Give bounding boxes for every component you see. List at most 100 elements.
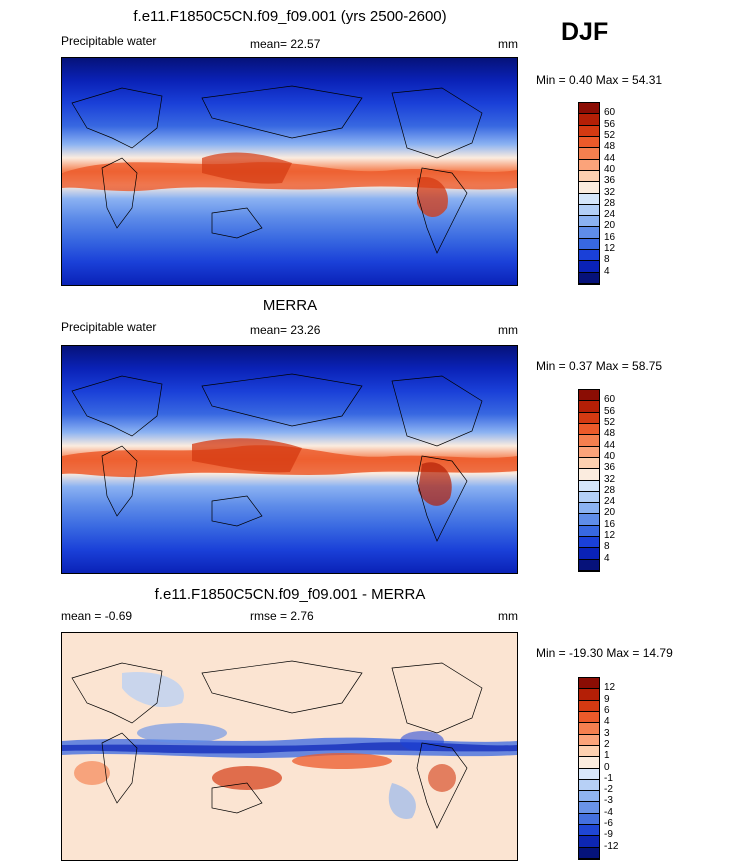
colorbar-swatch xyxy=(579,469,599,481)
colorbar-tick-label: 12 xyxy=(604,530,616,542)
panel-1-map-canvas xyxy=(62,58,517,285)
colorbar-swatch xyxy=(579,401,599,413)
colorbar-swatch xyxy=(579,847,599,859)
colorbar-tick-label: 8 xyxy=(604,541,610,553)
colorbar-swatch xyxy=(579,412,599,424)
colorbar-tick-label: 56 xyxy=(604,118,616,130)
colorbar-swatch xyxy=(579,435,599,447)
colorbar-tick-label: -9 xyxy=(604,829,613,841)
panel-3-title: f.e11.F1850C5CN.f09_f09.001 - MERRA xyxy=(154,586,426,603)
colorbar-swatch xyxy=(579,159,599,171)
panel-3-map-canvas xyxy=(62,633,517,860)
panel-1-map xyxy=(61,57,518,286)
colorbar-swatch xyxy=(579,791,599,803)
colorbar-tick-label: 36 xyxy=(604,175,616,187)
colorbar-tick-label: 44 xyxy=(604,439,616,451)
colorbar-swatch xyxy=(579,678,599,690)
colorbar-tick-label: 16 xyxy=(604,231,616,243)
colorbar-tick-label: 6 xyxy=(604,704,610,716)
panel-1-variable-label: Precipitable water xyxy=(61,34,157,48)
colorbar-swatch xyxy=(579,745,599,758)
colorbar-tick-label: 28 xyxy=(604,484,616,496)
colorbar-tick-label: -3 xyxy=(604,795,613,807)
colorbar-tick-label: 48 xyxy=(604,141,616,153)
colorbar-tick-label: -1 xyxy=(604,772,613,784)
colorbar-swatch xyxy=(579,779,599,792)
colorbar-swatch xyxy=(579,457,599,470)
colorbar-tick-label: 1 xyxy=(604,750,610,762)
colorbar-swatch xyxy=(579,711,599,724)
colorbar-tick-label: 12 xyxy=(604,682,616,694)
colorbar-swatch xyxy=(579,503,599,515)
colorbar-tick-label: -4 xyxy=(604,806,613,818)
colorbar-swatch xyxy=(579,802,599,814)
colorbar-swatch xyxy=(579,114,599,126)
colorbar-swatch xyxy=(579,559,599,571)
panel-1-title: f.e11.F1850C5CN.f09_f09.001 (yrs 2500-26… xyxy=(133,8,447,25)
colorbar-tick-label: 0 xyxy=(604,761,610,773)
panel-1-units: mm xyxy=(498,37,518,51)
colorbar-tick-label: 32 xyxy=(604,473,616,485)
panel-1-mean: mean= 22.57 xyxy=(250,37,321,51)
colorbar-tick-label: -2 xyxy=(604,784,613,796)
colorbar-tick-label: 52 xyxy=(604,129,616,141)
colorbar-swatch xyxy=(579,768,599,780)
colorbar-swatch xyxy=(579,514,599,526)
colorbar-swatch xyxy=(579,227,599,239)
colorbar-swatch xyxy=(579,261,599,273)
colorbar-swatch xyxy=(579,480,599,492)
colorbar-tick-label: 4 xyxy=(604,265,610,277)
colorbar-swatch xyxy=(579,148,599,160)
colorbar-tick-label: 2 xyxy=(604,738,610,750)
colorbar-tick-label: 20 xyxy=(604,220,616,232)
colorbar-tick-label: 8 xyxy=(604,254,610,266)
colorbar-swatch xyxy=(579,125,599,137)
colorbar-tick-label: 28 xyxy=(604,197,616,209)
colorbar-tick-label: 36 xyxy=(604,462,616,474)
panel-2-variable-label: Precipitable water xyxy=(61,320,157,334)
colorbar-swatch xyxy=(579,734,599,746)
colorbar-swatch xyxy=(579,238,599,251)
colorbar-swatch xyxy=(579,723,599,735)
panel-3-colorbar xyxy=(578,677,600,860)
panel-3-minmax: Min = -19.30 Max = 14.79 xyxy=(536,646,673,660)
panel-2-map xyxy=(61,345,518,574)
colorbar-tick-label: 24 xyxy=(604,209,616,221)
colorbar-tick-label: 16 xyxy=(604,518,616,530)
colorbar-tick-label: 32 xyxy=(604,186,616,198)
colorbar-tick-label: 3 xyxy=(604,727,610,739)
colorbar-tick-label: 20 xyxy=(604,507,616,519)
colorbar-tick-label: 60 xyxy=(604,107,616,119)
colorbar-swatch xyxy=(579,204,599,217)
colorbar-tick-label: 56 xyxy=(604,405,616,417)
panel-3-mean: mean = -0.69 xyxy=(61,609,133,623)
colorbar-swatch xyxy=(579,813,599,826)
colorbar-tick-label: 4 xyxy=(604,552,610,564)
season-label: DJF xyxy=(561,18,609,46)
colorbar-tick-label: 48 xyxy=(604,428,616,440)
colorbar-swatch xyxy=(579,689,599,701)
colorbar-swatch xyxy=(579,193,599,205)
colorbar-tick-label: 9 xyxy=(604,693,610,705)
panel-2-mean: mean= 23.26 xyxy=(250,323,321,337)
colorbar-swatch xyxy=(579,182,599,194)
colorbar-swatch xyxy=(579,525,599,538)
colorbar-swatch xyxy=(579,423,599,436)
panel-2-units: mm xyxy=(498,323,518,337)
panel-2-minmax: Min = 0.37 Max = 58.75 xyxy=(536,359,663,373)
panel-1-colorbar xyxy=(578,102,600,285)
panel-3-map xyxy=(61,632,518,861)
panel-2-title: MERRA xyxy=(262,297,318,314)
colorbar-swatch xyxy=(579,548,599,560)
colorbar-tick-label: -6 xyxy=(604,818,613,830)
colorbar-swatch xyxy=(579,103,599,115)
colorbar-swatch xyxy=(579,250,599,262)
colorbar-swatch xyxy=(579,446,599,458)
panel-3-rmse: rmse = 2.76 xyxy=(250,609,314,623)
colorbar-swatch xyxy=(579,836,599,848)
panel-1-minmax: Min = 0.40 Max = 54.31 xyxy=(536,73,663,87)
colorbar-tick-label: 40 xyxy=(604,163,616,175)
panel-2-map-canvas xyxy=(62,346,517,573)
colorbar-swatch xyxy=(579,537,599,549)
colorbar-swatch xyxy=(579,390,599,402)
